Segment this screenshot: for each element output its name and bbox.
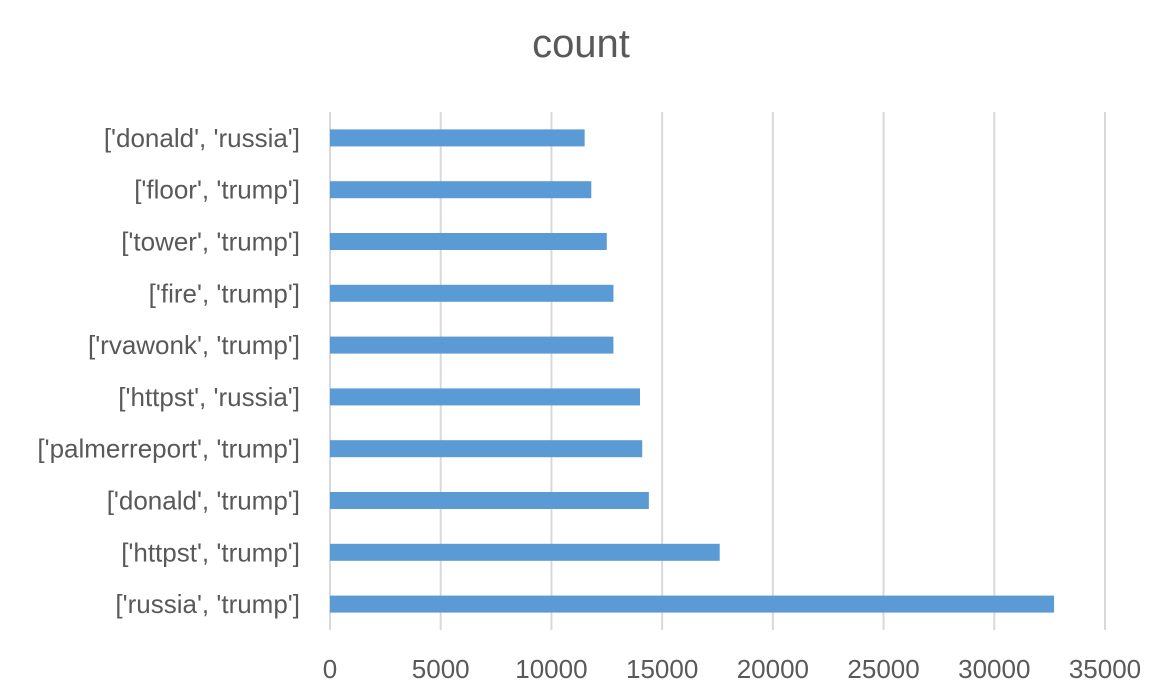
bar	[330, 595, 1055, 613]
chart-title: count	[532, 22, 630, 66]
bar	[330, 336, 614, 354]
y-category-label: ['rvawonk', 'trump']	[88, 330, 300, 360]
y-category-label: ['httpst', 'russia']	[118, 382, 300, 412]
x-tick-label: 5000	[412, 654, 470, 684]
bar	[330, 233, 607, 250]
bar	[330, 181, 592, 199]
y-category-label: ['russia', 'trump']	[115, 589, 300, 619]
y-category-label: ['tower', 'trump']	[121, 227, 300, 257]
x-tick-label: 30000	[958, 654, 1030, 684]
bar	[330, 129, 585, 147]
bar	[330, 388, 640, 406]
x-tick-label: 15000	[626, 654, 698, 684]
bar	[330, 440, 643, 458]
x-tick-label: 25000	[847, 654, 919, 684]
bar	[330, 543, 720, 561]
x-tick-label: 10000	[515, 654, 587, 684]
y-category-label: ['httpst', 'trump']	[121, 537, 300, 567]
bar	[330, 492, 649, 509]
x-tick-label: 0	[323, 654, 337, 684]
x-tick-label: 35000	[1069, 654, 1141, 684]
y-category-label: ['floor', 'trump']	[134, 175, 300, 205]
y-category-label: ['donald', 'russia']	[104, 123, 300, 153]
y-category-label: ['donald', 'trump']	[107, 486, 300, 516]
x-tick-label: 20000	[737, 654, 809, 684]
y-category-label: ['fire', 'trump']	[149, 278, 300, 308]
bar	[330, 284, 614, 302]
y-category-label: ['palmerreport', 'trump']	[37, 434, 300, 464]
